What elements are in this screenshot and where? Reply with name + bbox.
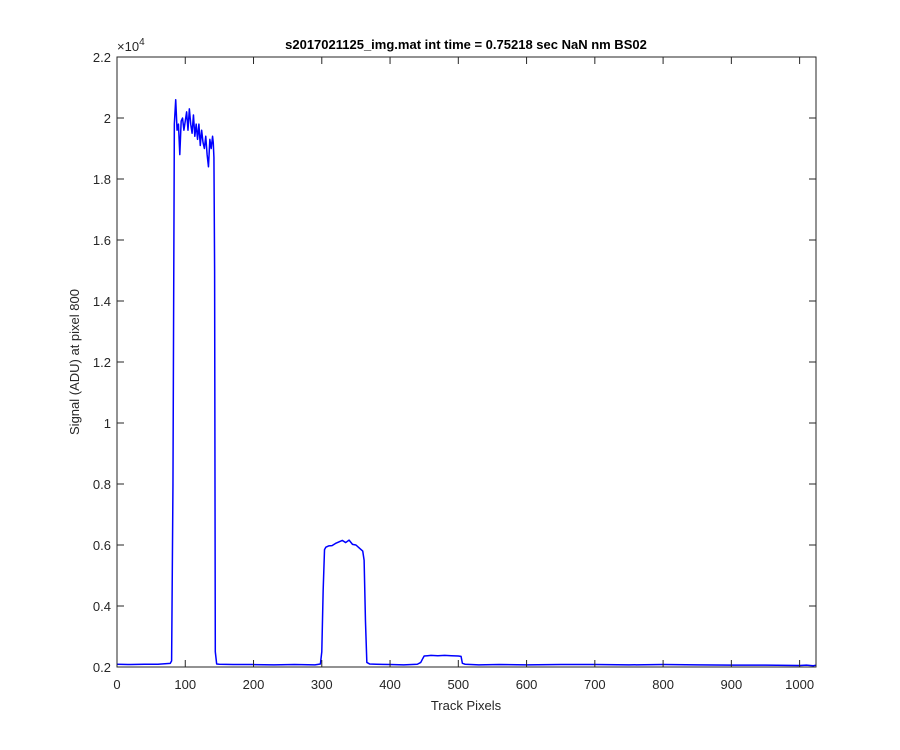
y-tick-label: 1	[104, 416, 111, 431]
x-axis-ticks: 0 100 200 300 400 500 600 700 800 900 1000	[113, 57, 814, 692]
y-exponent-base: ×10	[117, 39, 139, 54]
x-tick-label: 1000	[785, 677, 814, 692]
x-tick-label: 100	[174, 677, 196, 692]
y-tick-label: 1.6	[93, 233, 111, 248]
x-axis-label: Track Pixels	[431, 698, 502, 713]
series-line-1	[116, 98, 817, 667]
y-axis-ticks: 0.2 0.4 0.6 0.8 1 1.2 1.4 1.6 1.8 2 2.2	[93, 50, 816, 675]
y-exponent-power: 4	[139, 37, 145, 48]
x-tick-label: 200	[243, 677, 265, 692]
x-tick-label: 700	[584, 677, 606, 692]
y-tick-label: 1.4	[93, 294, 111, 309]
y-tick-label: 0.8	[93, 477, 111, 492]
y-tick-label: 2	[104, 111, 111, 126]
x-tick-label: 0	[113, 677, 120, 692]
x-tick-label: 900	[721, 677, 743, 692]
series-layer	[116, 98, 817, 667]
x-tick-label: 600	[516, 677, 538, 692]
y-tick-label: 0.6	[93, 538, 111, 553]
y-tick-label: 0.2	[93, 660, 111, 675]
x-tick-label: 400	[379, 677, 401, 692]
y-tick-label: 1.2	[93, 355, 111, 370]
x-tick-label: 800	[652, 677, 674, 692]
y-tick-label: 2.2	[93, 50, 111, 65]
y-axis-label: Signal (ADU) at pixel 800	[67, 289, 82, 435]
y-axis-exponent: ×104	[117, 37, 145, 54]
y-tick-label: 1.8	[93, 172, 111, 187]
plot-area	[117, 57, 816, 667]
x-tick-label: 300	[311, 677, 333, 692]
y-tick-label: 0.4	[93, 599, 111, 614]
chart-title: s2017021125_img.mat int time = 0.75218 s…	[285, 37, 647, 52]
x-tick-label: 500	[447, 677, 469, 692]
